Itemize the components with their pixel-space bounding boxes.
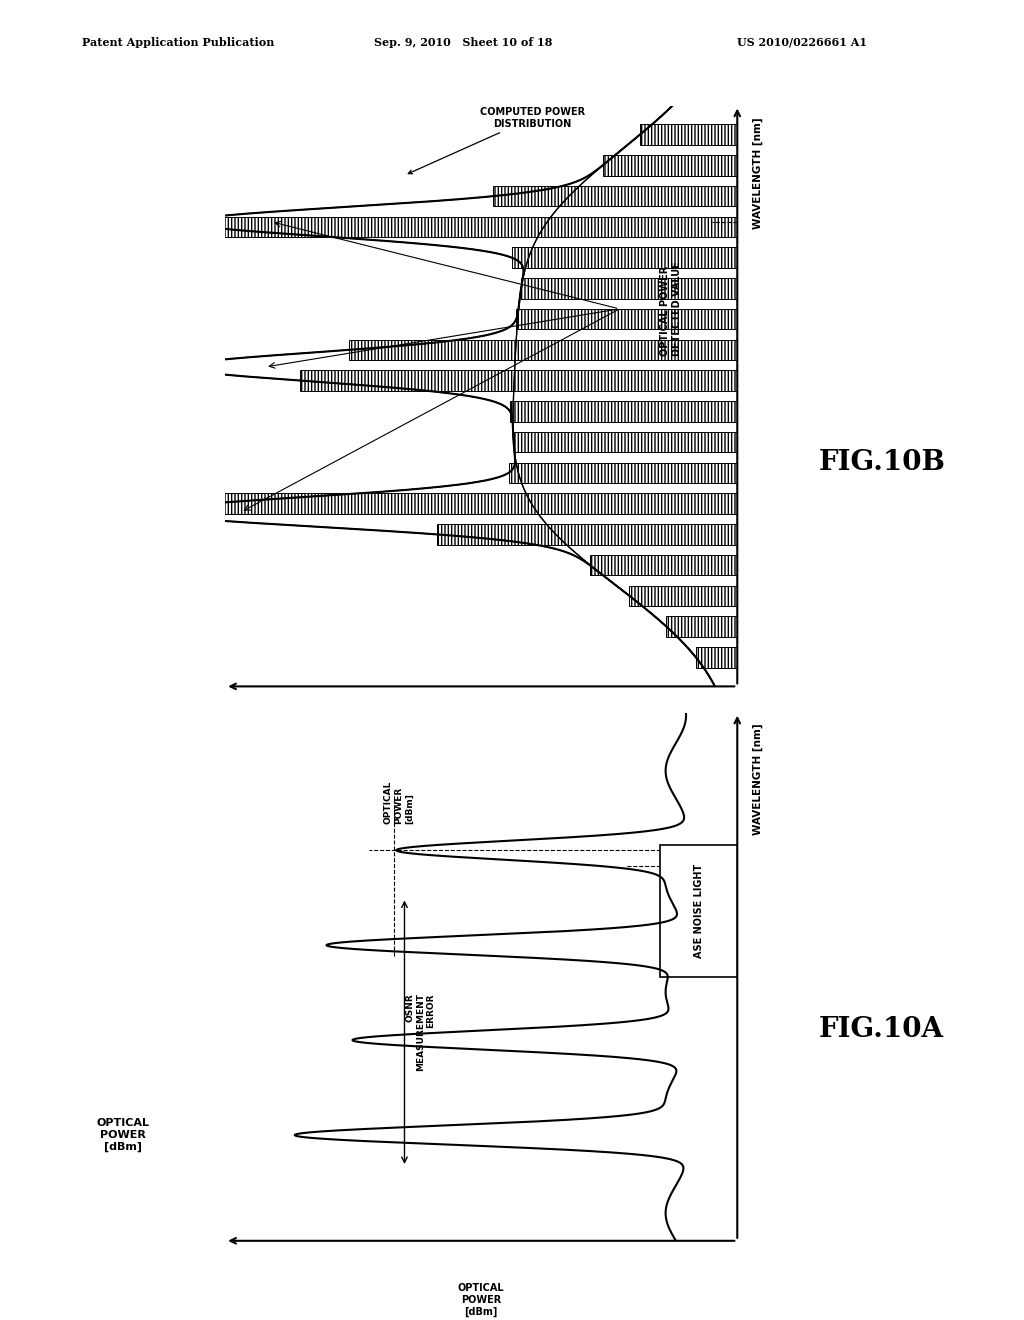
Text: OPTICAL
POWER
[dBm]: OPTICAL POWER [dBm] (458, 715, 505, 748)
Bar (521, 279, 737, 298)
Text: COMPUTED POWER
DISTRIBUTION: COMPUTED POWER DISTRIBUTION (409, 107, 585, 174)
Bar (590, 554, 737, 576)
Bar (667, 616, 737, 636)
Bar (696, 647, 737, 668)
Text: OSNR
MEASUREMENT
ERROR: OSNR MEASUREMENT ERROR (406, 993, 435, 1072)
Bar (660, 845, 737, 977)
Bar (510, 401, 737, 421)
Bar (349, 339, 737, 360)
Text: ASE NOISE LIGHT: ASE NOISE LIGHT (694, 863, 703, 958)
Text: US 2010/0226661 A1: US 2010/0226661 A1 (737, 37, 867, 48)
Text: WAVELENGTH [nm]: WAVELENGTH [nm] (753, 723, 763, 836)
Text: FIG.10B: FIG.10B (819, 449, 946, 475)
Text: OPTICAL
POWER
[dBm]: OPTICAL POWER [dBm] (458, 1283, 505, 1316)
Bar (602, 156, 737, 176)
Text: Patent Application Publication: Patent Application Publication (82, 37, 274, 48)
Bar (300, 371, 737, 391)
Bar (436, 524, 737, 545)
Bar (516, 309, 737, 329)
Text: WAVELENGTH [nm]: WAVELENGTH [nm] (753, 117, 763, 228)
Bar (512, 247, 737, 268)
Text: Sep. 9, 2010   Sheet 10 of 18: Sep. 9, 2010 Sheet 10 of 18 (374, 37, 552, 48)
Bar (509, 463, 737, 483)
Bar (207, 216, 737, 238)
Text: FIG.10A: FIG.10A (819, 1016, 944, 1043)
Text: OPTICAL
POWER
[dBm]: OPTICAL POWER [dBm] (384, 780, 414, 824)
Bar (514, 432, 737, 453)
Text: OPTICAL
POWER
[dBm]: OPTICAL POWER [dBm] (96, 1118, 150, 1152)
Text: OPTICAL POWER
DETECTED VALUE: OPTICAL POWER DETECTED VALUE (660, 261, 682, 356)
Bar (630, 586, 737, 606)
Bar (494, 186, 737, 206)
Bar (209, 494, 737, 513)
Bar (640, 124, 737, 145)
